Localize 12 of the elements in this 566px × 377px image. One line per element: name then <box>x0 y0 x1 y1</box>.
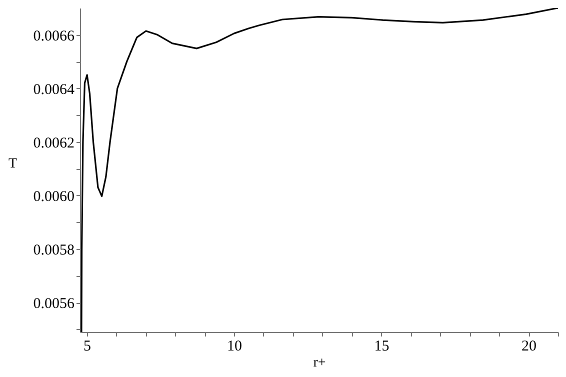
y-axis-title: T <box>8 156 18 172</box>
y-tick-label: 0.0058 <box>33 242 74 258</box>
x-tick-label: 10 <box>227 338 242 354</box>
y-tick-label: 0.0066 <box>33 28 75 44</box>
y-tick-label: 0.0064 <box>33 82 75 98</box>
x-tick-label: 20 <box>522 338 537 354</box>
x-axis-title: r+ <box>313 356 326 370</box>
y-tick-label: 0.0062 <box>33 135 74 152</box>
y-tick-label: 0.0056 <box>33 296 75 312</box>
x-tick-label: 5 <box>84 338 92 354</box>
y-tick-label: 0.0060 <box>33 188 74 205</box>
x-tick-label: 15 <box>374 338 390 354</box>
